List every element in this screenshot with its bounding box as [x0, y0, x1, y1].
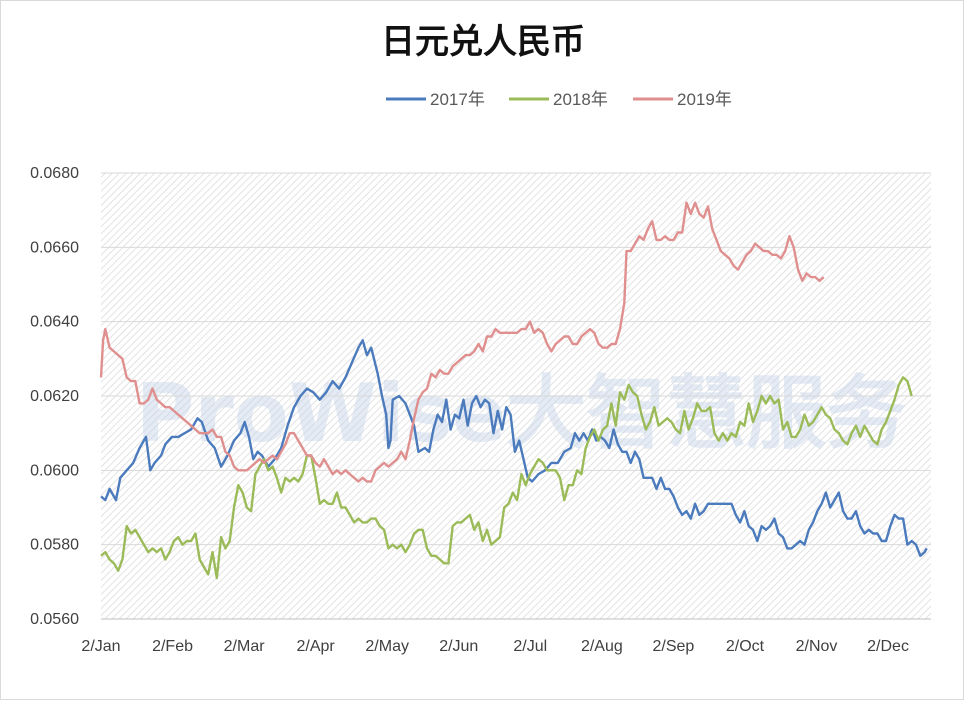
y-axis: 0.0560 0.0580 0.0600 0.0620 0.0640 0.0660 0.06…: [30, 165, 79, 628]
legend-label-3: 2019年: [677, 90, 732, 109]
x-tick-label: 2/Oct: [726, 638, 765, 655]
x-tick-label: 2/Mar: [224, 638, 266, 655]
series-line-2: [100, 376, 913, 580]
chart-title: 日元兑人民币: [381, 22, 585, 62]
x-tick-label: 2/Jan: [81, 638, 120, 655]
legend-label-2: 2018年: [553, 90, 608, 109]
x-tick-label: 2/May: [365, 638, 409, 655]
x-tick-label: 2/Apr: [297, 638, 336, 655]
x-tick-label: 2/Aug: [581, 638, 623, 655]
x-tick-label: 2/Dec: [867, 638, 909, 655]
y-tick-label: 0.0560: [30, 611, 79, 628]
y-tick-label: 0.0680: [30, 165, 79, 182]
y-tick-label: 0.0580: [30, 537, 79, 554]
y-tick-label: 0.0620: [30, 388, 79, 405]
x-tick-label: 2/Sep: [653, 638, 695, 655]
x-axis: 2/Jan 2/Feb 2/Mar 2/Apr 2/May 2/Jun 2/Jul 2/Aug…: [81, 618, 931, 655]
legend: 2017年 2018年 2019年: [386, 90, 732, 109]
x-tick-label: 2/Jun: [439, 638, 478, 655]
y-tick-label: 0.0660: [30, 239, 79, 256]
legend-label-1: 2017年: [430, 90, 485, 109]
x-tick-label: 2/Feb: [152, 638, 193, 655]
series-line-3: [99, 201, 825, 483]
series-layer: [99, 201, 928, 580]
x-tick-label: 2/Jul: [513, 638, 547, 655]
series-line-1: [100, 339, 928, 557]
x-tick-label: 2/Nov: [796, 638, 838, 655]
y-tick-label: 0.0640: [30, 314, 79, 331]
y-tick-label: 0.0600: [30, 462, 79, 479]
